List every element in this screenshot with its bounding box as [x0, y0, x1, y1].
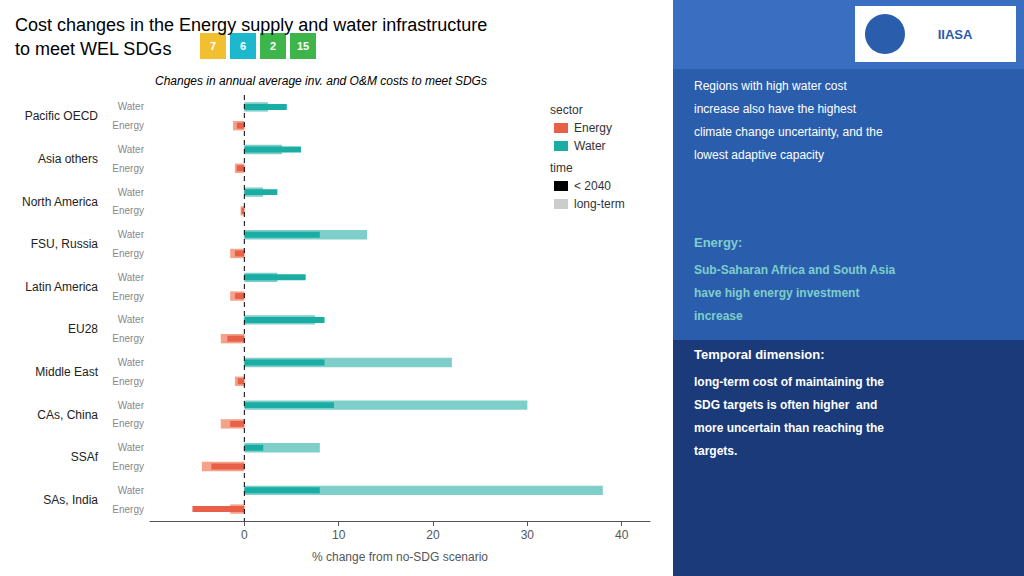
svg-text:Energy: Energy	[112, 504, 144, 515]
svg-text:have high energy investment: have high energy investment	[694, 286, 859, 300]
svg-text:increase: increase	[694, 309, 743, 323]
svg-text:Middle East: Middle East	[35, 365, 98, 379]
svg-text:Water: Water	[118, 272, 145, 283]
svg-text:Energy: Energy	[112, 120, 144, 131]
svg-text:SSAf: SSAf	[71, 450, 99, 464]
svg-text:SDG targets is often higher a: SDG targets is often higher and	[694, 398, 877, 412]
svg-text:CAs, China: CAs, China	[37, 408, 98, 422]
svg-text:Energy: Energy	[112, 418, 144, 429]
svg-text:Regions with high water cost: Regions with high water cost	[694, 79, 847, 93]
svg-text:long-term cost of maintaining: long-term cost of maintaining the	[694, 375, 884, 389]
svg-text:10: 10	[332, 528, 346, 542]
svg-text:Water: Water	[118, 442, 145, 453]
svg-text:Energy: Energy	[112, 333, 144, 344]
svg-text:EU28: EU28	[68, 322, 98, 336]
svg-text:Energy: Energy	[112, 376, 144, 387]
svg-text:Energy:: Energy:	[694, 235, 742, 250]
svg-text:Pacific OECD: Pacific OECD	[25, 109, 99, 123]
svg-text:time: time	[550, 161, 573, 175]
svg-text:climate change uncertainty, an: climate change uncertainty, and the	[694, 125, 883, 139]
svg-text:Energy: Energy	[574, 121, 612, 135]
svg-text:sector: sector	[550, 103, 583, 117]
svg-text:< 2040: < 2040	[574, 179, 611, 193]
svg-text:FSU, Russia: FSU, Russia	[31, 237, 99, 251]
svg-text:Energy: Energy	[112, 291, 144, 302]
svg-text:6: 6	[240, 40, 246, 52]
svg-text:Water: Water	[574, 139, 606, 153]
svg-text:Water: Water	[118, 187, 145, 198]
svg-text:40: 40	[615, 528, 629, 542]
svg-text:Water: Water	[118, 101, 145, 112]
svg-text:Energy: Energy	[112, 205, 144, 216]
svg-text:lowest adaptive capacity: lowest adaptive capacity	[694, 148, 824, 162]
svg-text:Energy: Energy	[112, 163, 144, 174]
svg-text:Water: Water	[118, 485, 145, 496]
svg-text:Water: Water	[118, 144, 145, 155]
svg-text:to meet WEL SDGs: to meet WEL SDGs	[15, 39, 171, 59]
svg-text:20: 20	[426, 528, 440, 542]
svg-text:7: 7	[210, 40, 216, 52]
svg-text:North America: North America	[22, 195, 98, 209]
svg-text:Water: Water	[118, 400, 145, 411]
svg-text:IIASA: IIASA	[938, 27, 973, 42]
svg-text:more uncertain than reaching t: more uncertain than reaching the	[694, 421, 884, 435]
svg-text:targets.: targets.	[694, 444, 737, 458]
svg-text:Energy: Energy	[112, 461, 144, 472]
svg-text:Water: Water	[118, 357, 145, 368]
svg-text:% change from no-SDG scenario: % change from no-SDG scenario	[312, 550, 488, 564]
svg-text:Sub-Saharan Africa and South A: Sub-Saharan Africa and South Asia	[694, 263, 895, 277]
svg-text:Water: Water	[118, 314, 145, 325]
svg-text:long-term: long-term	[574, 197, 625, 211]
svg-text:Latin America: Latin America	[25, 280, 98, 294]
svg-text:increase also have the highest: increase also have the highest	[694, 102, 857, 116]
svg-text:Energy: Energy	[112, 248, 144, 259]
svg-text:15: 15	[297, 40, 309, 52]
svg-text:30: 30	[521, 528, 535, 542]
svg-text:Cost changes in the Energy sup: Cost changes in the Energy supply and wa…	[15, 15, 487, 35]
svg-text:Changes in annual average inv.: Changes in annual average inv. and O&M c…	[155, 74, 487, 88]
svg-text:Asia others: Asia others	[38, 152, 98, 166]
svg-text:Water: Water	[118, 229, 145, 240]
svg-text:2: 2	[270, 40, 276, 52]
svg-text:SAs, India: SAs, India	[43, 493, 98, 507]
svg-text:Temporal dimension:: Temporal dimension:	[694, 347, 825, 362]
svg-text:0: 0	[241, 528, 248, 542]
